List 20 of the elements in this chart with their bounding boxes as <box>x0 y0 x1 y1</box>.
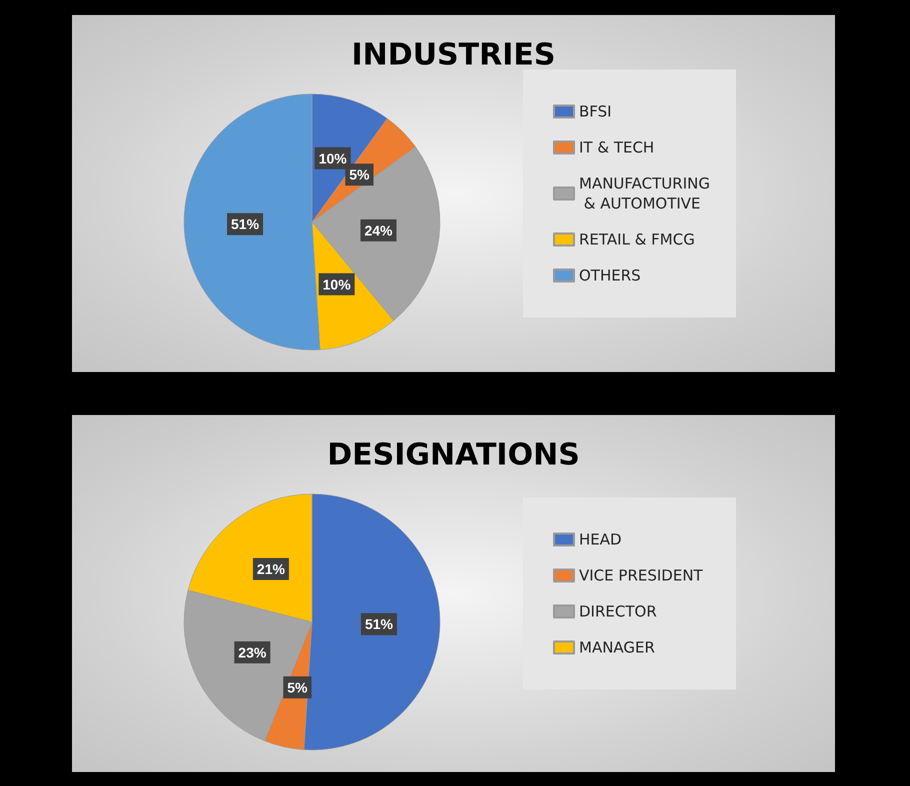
legend-label: IT & TECH <box>579 138 654 156</box>
chart-title: INDUSTRIES <box>352 38 556 72</box>
data-label: 24% <box>364 222 394 238</box>
legend-label: HEAD <box>579 530 622 548</box>
data-label: 5% <box>349 166 370 183</box>
legend-label: OTHERS <box>579 266 641 284</box>
legend-label: MANAGER <box>579 638 655 656</box>
data-label: 5% <box>287 679 308 696</box>
data-label: 51% <box>364 616 394 632</box>
data-label: 51% <box>231 216 260 232</box>
legend-label: MANUFACTURING & AUTOMOTIVE <box>579 174 710 212</box>
legend-label: RETAIL & FMCG <box>579 230 695 248</box>
data-label: 23% <box>238 644 267 660</box>
legend-label: DIRECTOR <box>579 602 657 620</box>
legend-label: BFSI <box>579 102 612 120</box>
data-label: 10% <box>322 276 352 292</box>
data-label: 21% <box>256 561 286 578</box>
chart-title: DESIGNATIONS <box>327 438 580 472</box>
legend-label: VICE PRESIDENT <box>579 566 704 584</box>
data-label: 10% <box>318 150 348 166</box>
